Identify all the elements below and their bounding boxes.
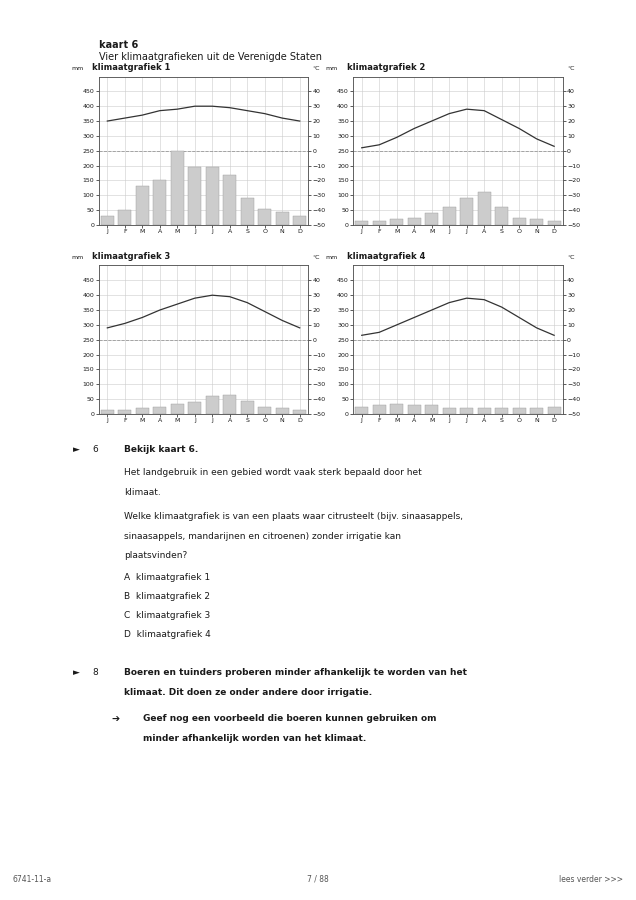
Bar [548,220,561,225]
Bar [390,403,403,414]
Text: mm: mm [71,66,83,70]
Text: mm: mm [326,255,338,259]
Bar [153,180,167,225]
Text: 6741-11-a: 6741-11-a [13,875,52,884]
Bar [373,220,386,225]
Text: lees verder >>>: lees verder >>> [559,875,623,884]
Bar [275,408,289,414]
Bar [118,210,132,225]
Text: klimaatgrafiek 2: klimaatgrafiek 2 [347,63,425,72]
Bar [153,407,167,414]
Text: A  klimaatgrafiek 1: A klimaatgrafiek 1 [124,573,210,582]
Text: C  klimaatgrafiek 3: C klimaatgrafiek 3 [124,611,211,620]
Bar [460,408,473,414]
Text: mm: mm [71,255,83,259]
Bar [118,410,132,414]
Bar [530,219,543,225]
Bar [170,150,184,225]
Text: klimaatgrafiek 3: klimaatgrafiek 3 [92,252,170,261]
Text: B  klimaatgrafiek 2: B klimaatgrafiek 2 [124,592,210,601]
Text: Vier klimaatgrafieken uit de Verenigde Staten: Vier klimaatgrafieken uit de Verenigde S… [99,52,322,62]
Bar [293,410,307,414]
Text: °C: °C [313,255,320,259]
Bar [240,400,254,414]
Bar [478,408,491,414]
Text: °C: °C [313,66,320,70]
Text: D  klimaatgrafiek 4: D klimaatgrafiek 4 [124,630,211,639]
Text: kaart 6: kaart 6 [99,40,138,50]
Bar [223,175,237,225]
Bar [443,207,456,225]
Bar [258,209,272,225]
Bar [495,207,508,225]
Text: minder afhankelijk worden van het klimaat.: minder afhankelijk worden van het klimaa… [143,734,366,742]
Text: 7 / 88: 7 / 88 [307,875,329,884]
Bar [530,408,543,414]
Text: klimaatgrafiek 4: klimaatgrafiek 4 [347,252,425,261]
Text: °C: °C [567,66,574,70]
Bar [240,198,254,225]
Bar [373,405,386,414]
Bar [495,408,508,414]
Bar [293,216,307,225]
Bar [188,167,202,225]
Bar [135,408,149,414]
Text: klimaat. Dit doen ze onder andere door irrigatie.: klimaat. Dit doen ze onder andere door i… [124,688,372,697]
Bar [390,219,403,225]
Text: 8: 8 [92,668,98,677]
Bar [275,212,289,225]
Bar [170,403,184,414]
Bar [135,186,149,225]
Bar [355,220,368,225]
Text: klimaatgrafiek 1: klimaatgrafiek 1 [92,63,170,72]
Text: ►: ► [73,446,80,454]
Bar [513,408,526,414]
Bar [425,405,438,414]
Bar [223,395,237,414]
Text: plaatsvinden?: plaatsvinden? [124,552,187,561]
Bar [425,213,438,225]
Bar [258,407,272,414]
Text: Geef nog een voorbeeld die boeren kunnen gebruiken om: Geef nog een voorbeeld die boeren kunnen… [143,714,436,723]
Text: Boeren en tuinders proberen minder afhankelijk te worden van het: Boeren en tuinders proberen minder afhan… [124,668,467,677]
Bar [205,396,219,414]
Bar [408,405,421,414]
Bar [100,216,114,225]
Text: Bekijk kaart 6.: Bekijk kaart 6. [124,446,198,454]
Text: Het landgebruik in een gebied wordt vaak sterk bepaald door het: Het landgebruik in een gebied wordt vaak… [124,468,422,477]
Bar [355,407,368,414]
Text: klimaat.: klimaat. [124,488,161,497]
Bar [478,193,491,225]
Text: mm: mm [326,66,338,70]
Bar [100,410,114,414]
Bar [408,218,421,225]
Text: ➔: ➔ [111,714,120,724]
Bar [460,198,473,225]
Text: 6: 6 [92,446,98,454]
Text: sinaasappels, mandarijnen en citroenen) zonder irrigatie kan: sinaasappels, mandarijnen en citroenen) … [124,532,401,541]
Bar [548,407,561,414]
Bar [205,167,219,225]
Text: Welke klimaatgrafiek is van een plaats waar citrusteelt (bijv. sinaasappels,: Welke klimaatgrafiek is van een plaats w… [124,512,463,521]
Text: ►: ► [73,668,80,677]
Bar [513,218,526,225]
Bar [188,402,202,414]
Bar [443,408,456,414]
Text: °C: °C [567,255,574,259]
